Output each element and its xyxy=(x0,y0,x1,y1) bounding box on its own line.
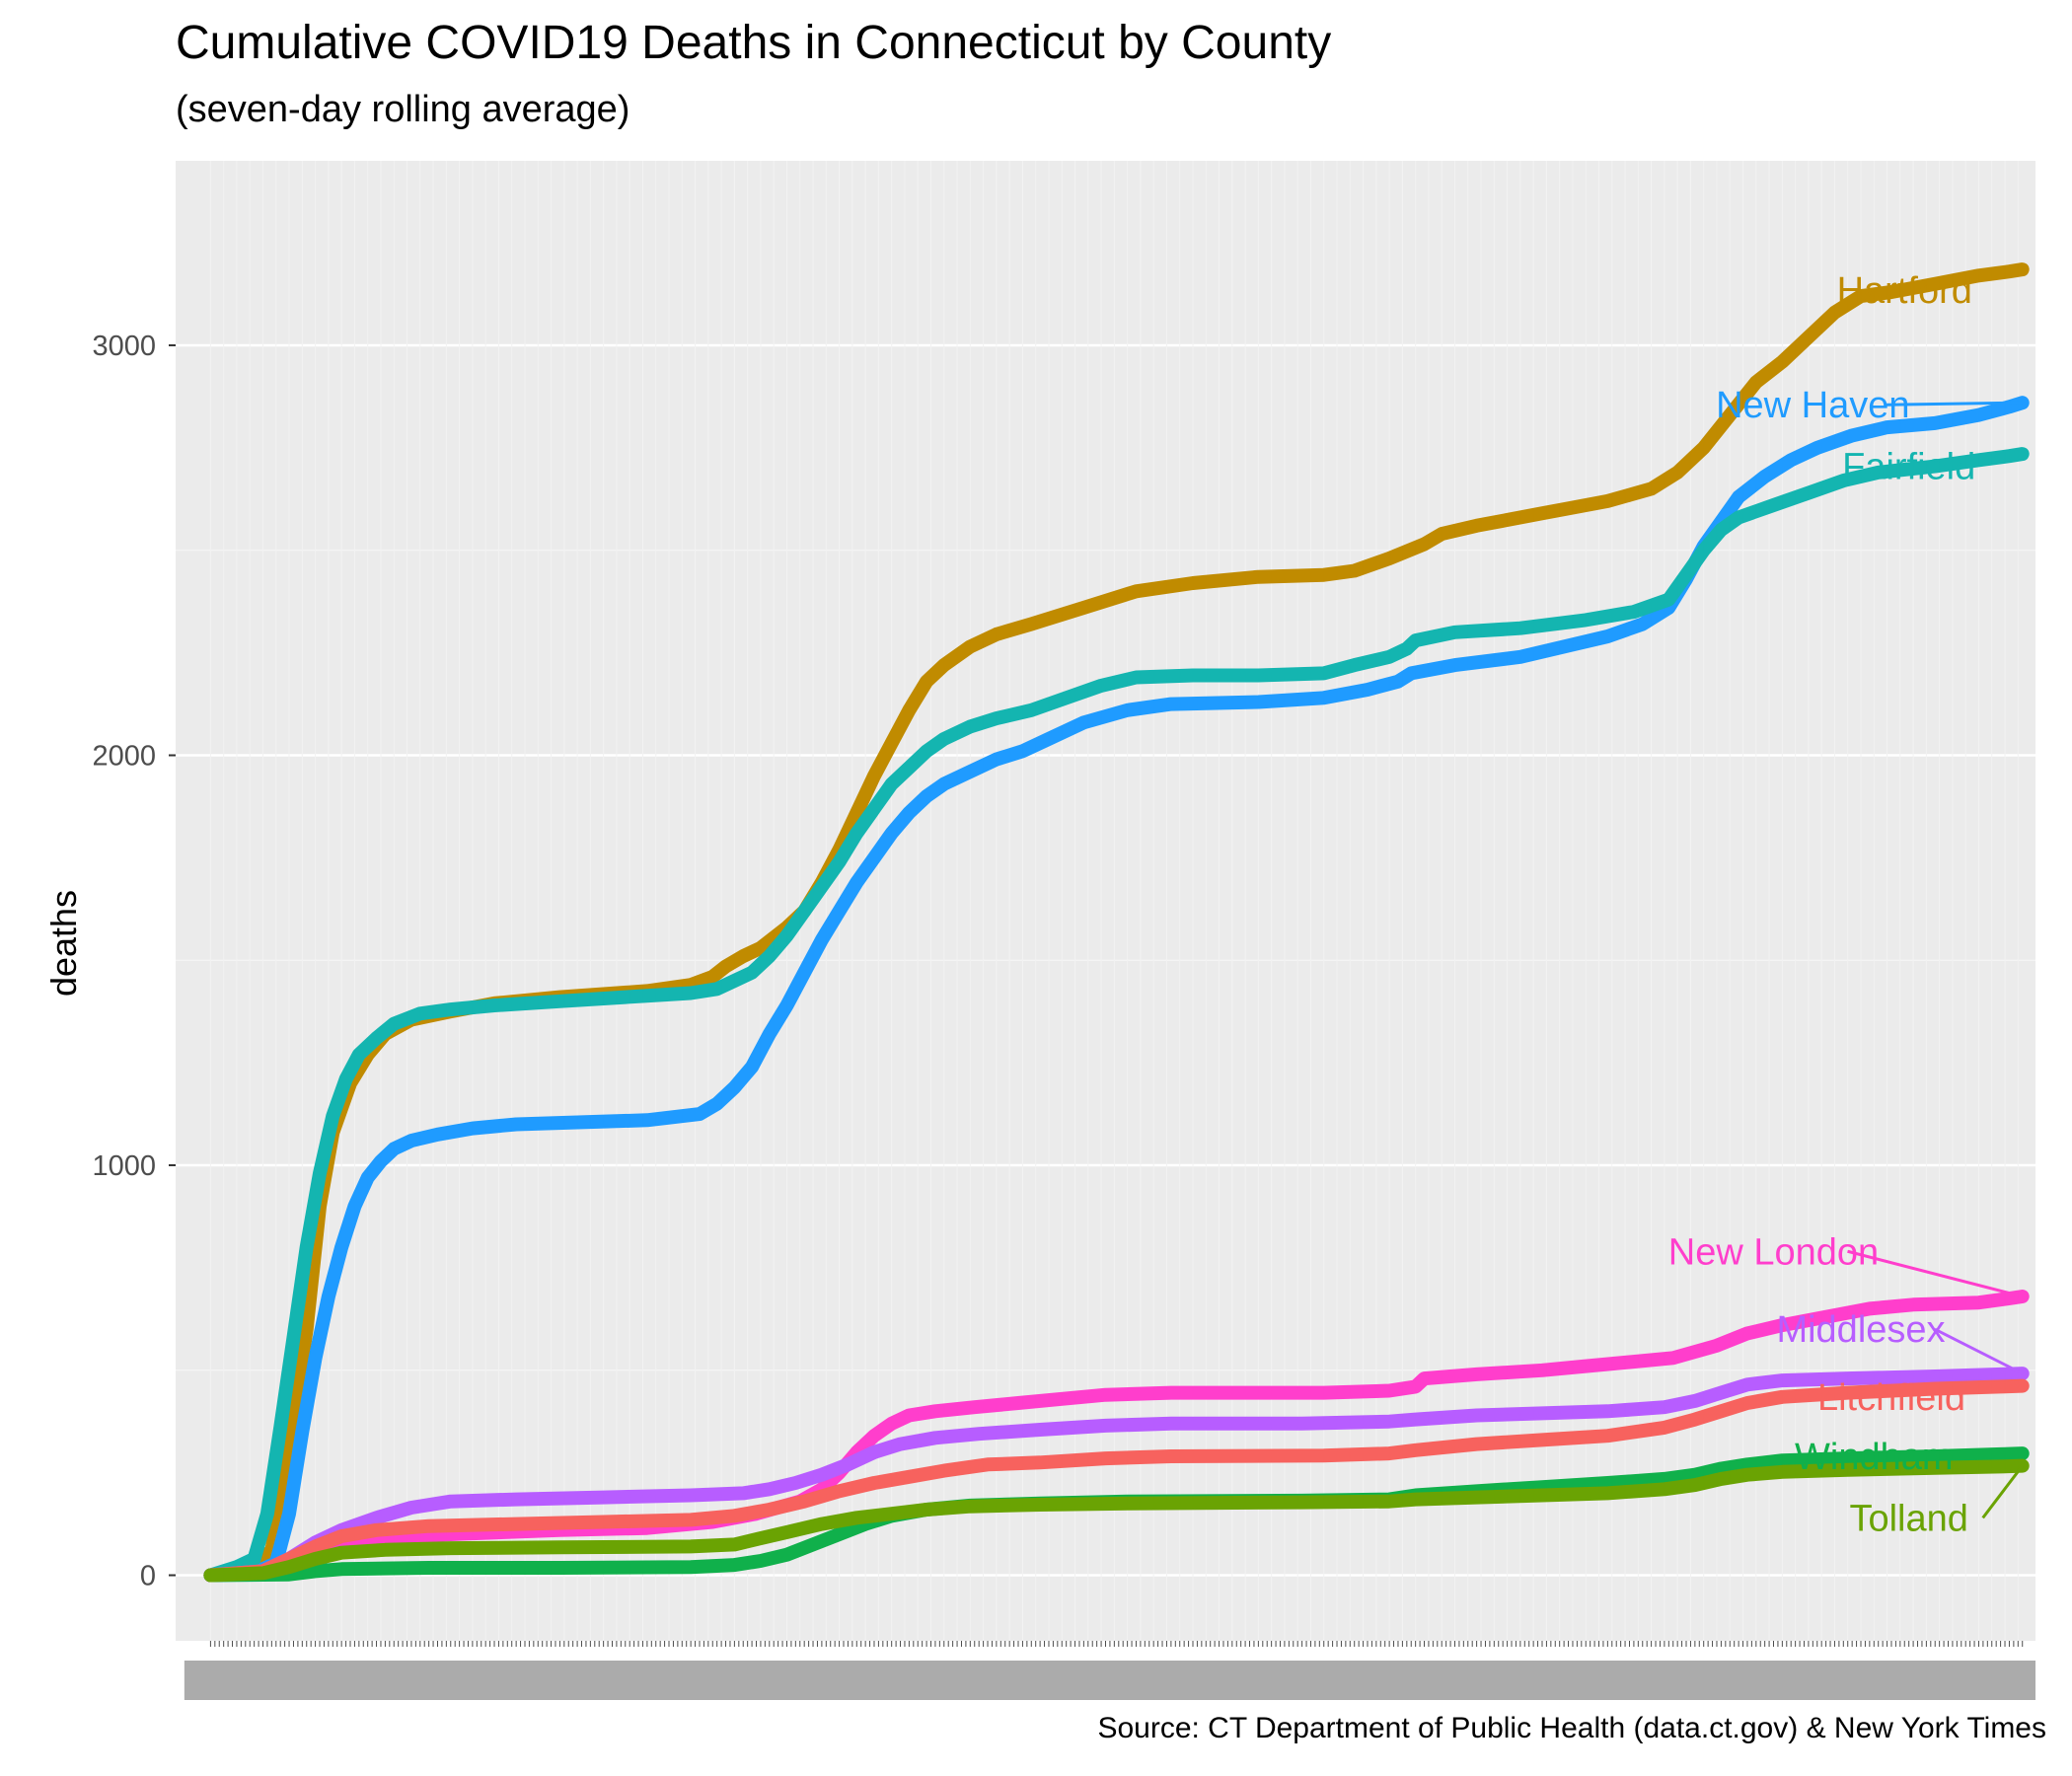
y-tick-label: 1000 xyxy=(92,1150,156,1182)
series-label-new-london: New London xyxy=(1668,1231,1879,1273)
series-label-litchfield: Litchfield xyxy=(1817,1377,1965,1419)
label-leader-line xyxy=(1887,401,2023,407)
chart-title: Cumulative COVID19 Deaths in Connecticut… xyxy=(176,17,1332,69)
x-tick-labels-overplotted xyxy=(184,1661,2036,1700)
series-line-middlesex xyxy=(203,1367,2030,1583)
label-leader-line xyxy=(1934,1327,2024,1375)
chart-caption: Source: CT Department of Public Health (… xyxy=(1097,1712,2046,1744)
series-labels: Hartford New Haven Fairfield New London Midd… xyxy=(1668,270,2024,1539)
series-line-tolland xyxy=(203,1458,2030,1583)
label-leader-line xyxy=(1981,1464,2024,1519)
y-axis-ticks: 0 1000 2000 3000 xyxy=(92,331,176,1592)
y-tick-label: 0 xyxy=(140,1561,156,1592)
label-leader-line xyxy=(1847,1249,2024,1298)
series-lines xyxy=(203,262,2030,1583)
series-label-new-haven: New Haven xyxy=(1716,385,1909,426)
series-line-litchfield xyxy=(203,1378,2030,1583)
chart-subtitle: (seven-day rolling average) xyxy=(176,89,630,130)
series-label-windham: Windham xyxy=(1795,1437,1954,1478)
series-label-fairfield: Fairfield xyxy=(1842,447,1975,488)
series-label-hartford: Hartford xyxy=(1837,270,1972,312)
y-tick-label: 2000 xyxy=(92,740,156,772)
y-tick-label: 3000 xyxy=(92,331,156,362)
gridlines xyxy=(176,161,2035,1641)
series-line-new-london xyxy=(203,1290,2030,1583)
x-axis-ticks xyxy=(184,1641,2036,1700)
series-line-fairfield xyxy=(203,447,2030,1583)
series-label-tolland: Tolland xyxy=(1849,1498,1967,1539)
series-label-middlesex: Middlesex xyxy=(1776,1309,1945,1351)
